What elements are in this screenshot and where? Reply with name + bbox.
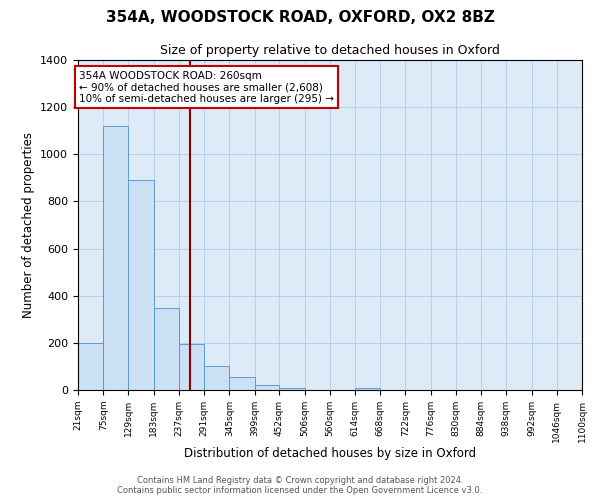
Text: 354A WOODSTOCK ROAD: 260sqm
← 90% of detached houses are smaller (2,608)
10% of : 354A WOODSTOCK ROAD: 260sqm ← 90% of det…	[79, 70, 334, 104]
Bar	[128, 180, 154, 390]
Bar	[78, 343, 103, 390]
Bar	[280, 388, 305, 390]
Bar	[355, 388, 380, 390]
Text: 354A, WOODSTOCK ROAD, OXFORD, OX2 8BZ: 354A, WOODSTOCK ROAD, OXFORD, OX2 8BZ	[106, 10, 494, 25]
Bar	[154, 308, 179, 390]
Bar	[103, 126, 128, 390]
Text: Contains HM Land Registry data © Crown copyright and database right 2024.
Contai: Contains HM Land Registry data © Crown c…	[118, 476, 482, 495]
Title: Size of property relative to detached houses in Oxford: Size of property relative to detached ho…	[160, 44, 500, 58]
Bar	[179, 344, 204, 390]
Bar	[254, 386, 280, 390]
Y-axis label: Number of detached properties: Number of detached properties	[22, 132, 35, 318]
Bar	[229, 377, 254, 390]
X-axis label: Distribution of detached houses by size in Oxford: Distribution of detached houses by size …	[184, 448, 476, 460]
Bar	[204, 366, 229, 390]
